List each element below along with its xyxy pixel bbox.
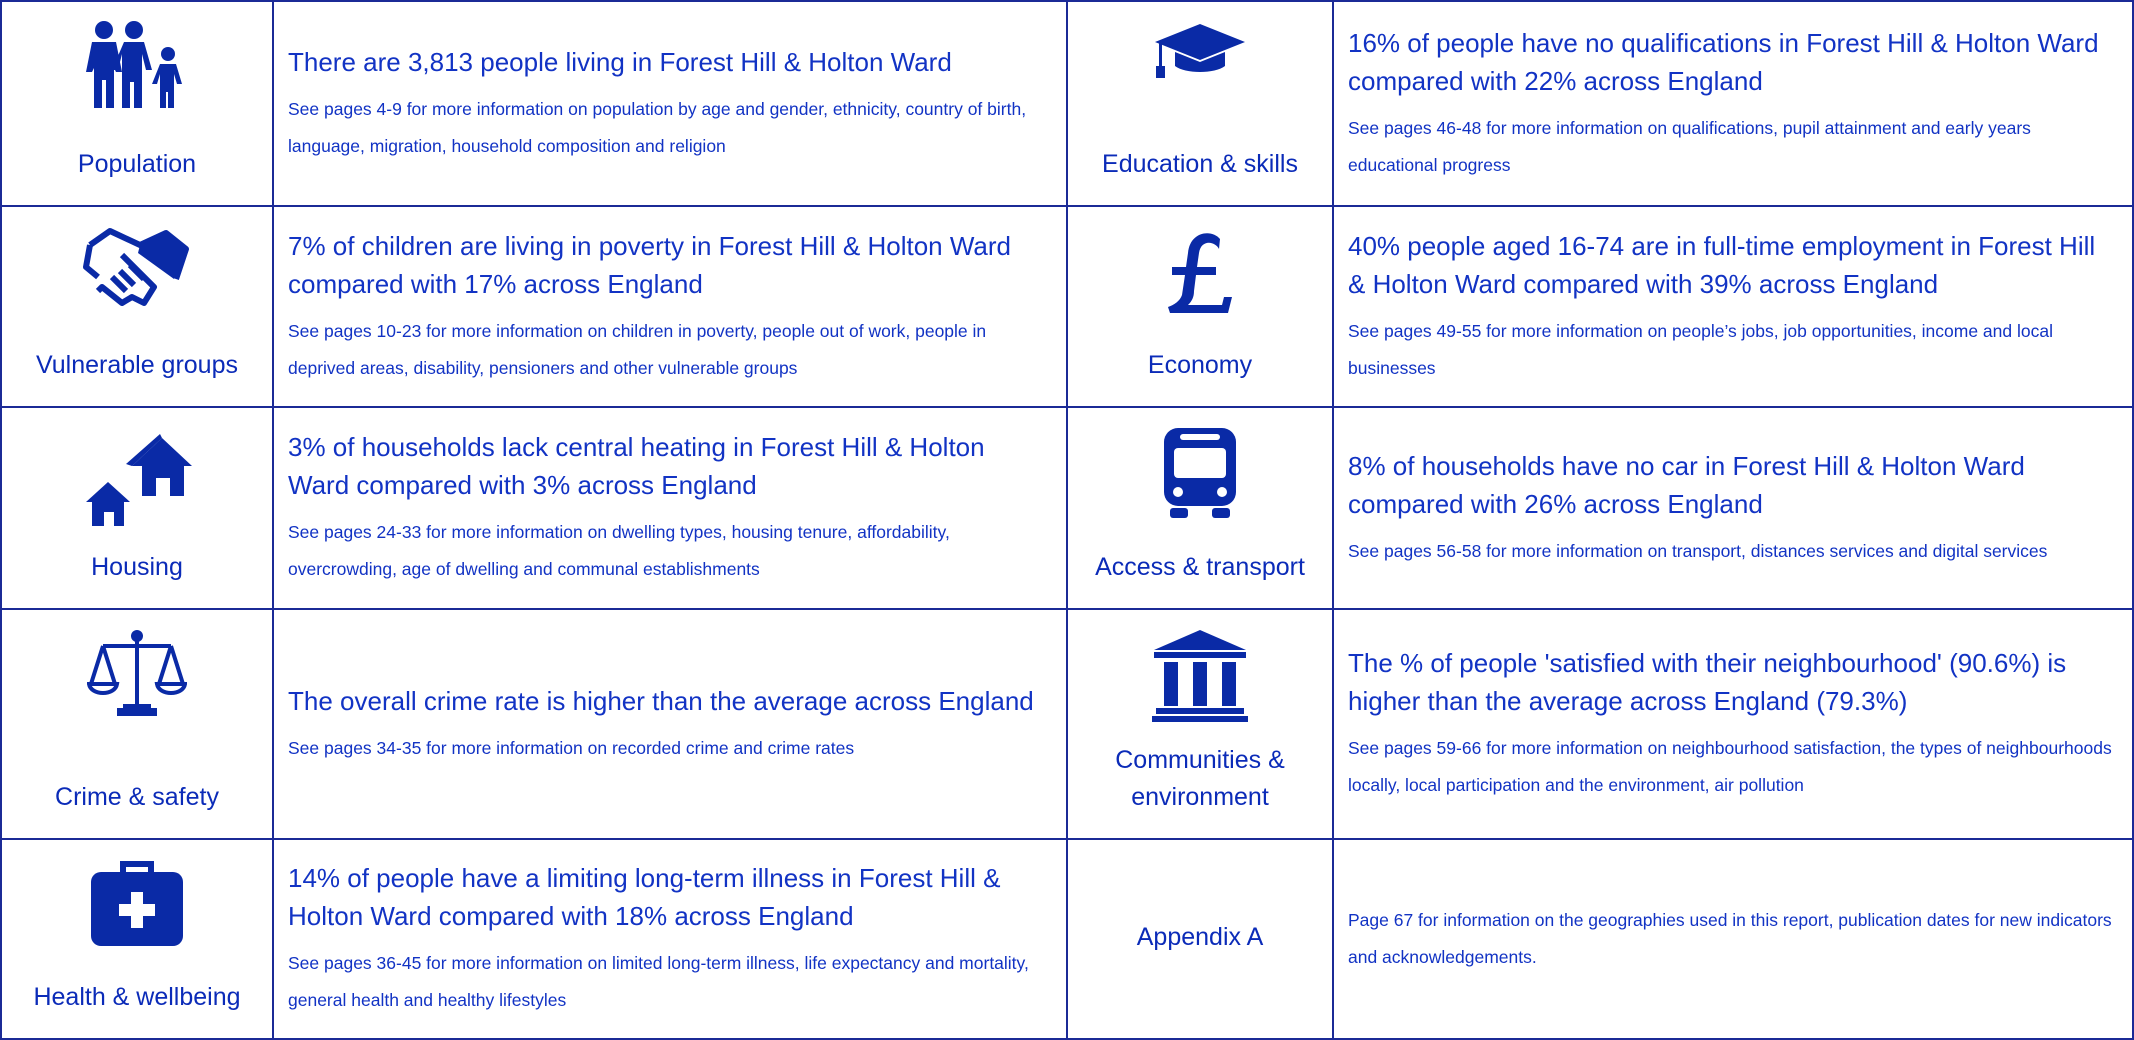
section-detail: See pages 46-48 for more information on … xyxy=(1348,117,2031,175)
icon xyxy=(87,630,187,716)
section-label: Appendix A xyxy=(1136,922,1264,951)
section-icon xyxy=(82,20,192,110)
section-label: Housing xyxy=(91,553,183,581)
icon xyxy=(86,21,182,108)
icon xyxy=(91,861,183,946)
section-icon xyxy=(82,225,192,315)
section-label-cell: Communities & environment xyxy=(1068,610,1334,840)
section-text-cell: 16% of people have no qualifications in … xyxy=(1334,0,2134,207)
section-text-cell: 14% of people have a limiting long-term … xyxy=(274,840,1068,1040)
section-detail: See pages 56-58 for more information on … xyxy=(1348,540,2048,561)
section-label: Health & wellbeing xyxy=(33,983,241,1011)
icon xyxy=(83,228,189,306)
section-detail: See pages 10-23 for more information on … xyxy=(288,320,987,378)
section-detail: See pages 49-55 for more information on … xyxy=(1348,320,2053,378)
section-label-cell: Health & wellbeing xyxy=(0,840,274,1040)
section-icon xyxy=(1160,225,1240,315)
section-label-cell: Vulnerable groups xyxy=(0,207,274,408)
section-detail: Page 67 for information on the geographi… xyxy=(1348,910,2112,967)
icon xyxy=(1152,630,1248,722)
section-headline: The % of people 'satisfied with their ne… xyxy=(1348,648,2067,716)
icon xyxy=(1168,233,1232,313)
section-label-cell: Appendix A xyxy=(1068,840,1334,1040)
section-label-cell: Access & transport xyxy=(1068,408,1334,610)
section-headline: There are 3,813 people living in Forest … xyxy=(288,46,952,77)
section-label: Crime & safety xyxy=(55,783,219,811)
section-text-cell: 7% of children are living in poverty in … xyxy=(274,207,1068,408)
icon xyxy=(1164,428,1236,518)
section-icon xyxy=(1160,426,1240,522)
section-detail: See pages 4-9 for more information on po… xyxy=(288,98,1027,156)
section-label-cell: Population xyxy=(0,0,274,207)
section-text-cell: Page 67 for information on the geographi… xyxy=(1334,840,2134,1040)
section-label-cell: Economy xyxy=(1068,207,1334,408)
section-headline: The overall crime rate is higher than th… xyxy=(288,685,1034,716)
section-detail: See pages 36-45 for more information on … xyxy=(288,953,1029,1010)
section-detail: See pages 24-33 for more information on … xyxy=(288,522,950,579)
section-headline: 3% of households lack central heating in… xyxy=(288,432,985,500)
section-label-cell: Housing xyxy=(0,408,274,610)
section-label: Economy xyxy=(1147,351,1253,379)
section-label-cell: Education & skills xyxy=(1068,0,1334,207)
section-text-cell: The % of people 'satisfied with their ne… xyxy=(1334,610,2134,840)
section-label-cell: Crime & safety xyxy=(0,610,274,840)
section-detail: See pages 59-66 for more information on … xyxy=(1348,738,2112,795)
section-headline: 40% people aged 16-74 are in full-time e… xyxy=(1348,230,2096,299)
section-icon xyxy=(1150,628,1250,724)
section-icon xyxy=(87,628,187,724)
icon xyxy=(86,434,192,526)
section-label: Education & skills xyxy=(1102,150,1298,178)
section-text-cell: 3% of households lack central heating in… xyxy=(274,408,1068,610)
section-label: Vulnerable groups xyxy=(36,351,238,379)
section-detail: See pages 34-35 for more information on … xyxy=(288,737,855,758)
section-headline: 14% of people have a limiting long-term … xyxy=(288,863,1001,931)
section-headline: 16% of people have no qualifications in … xyxy=(1348,27,2099,96)
section-headline: 7% of children are living in poverty in … xyxy=(288,230,1011,299)
icon xyxy=(1155,24,1245,78)
section-text-cell: The overall crime rate is higher than th… xyxy=(274,610,1068,840)
section-icon xyxy=(89,858,185,948)
section-text-cell: 40% people aged 16-74 are in full-time e… xyxy=(1334,207,2134,408)
section-icon xyxy=(82,426,192,526)
section-text-cell: There are 3,813 people living in Forest … xyxy=(274,0,1068,207)
section-label: Population xyxy=(77,150,197,178)
section-text-cell: 8% of households have no car in Forest H… xyxy=(1334,408,2134,610)
section-label: Access & transport xyxy=(1095,553,1305,581)
section-label: Communities & environment xyxy=(1115,746,1285,811)
section-icon xyxy=(1145,20,1255,80)
section-headline: 8% of households have no car in Forest H… xyxy=(1348,450,2025,519)
